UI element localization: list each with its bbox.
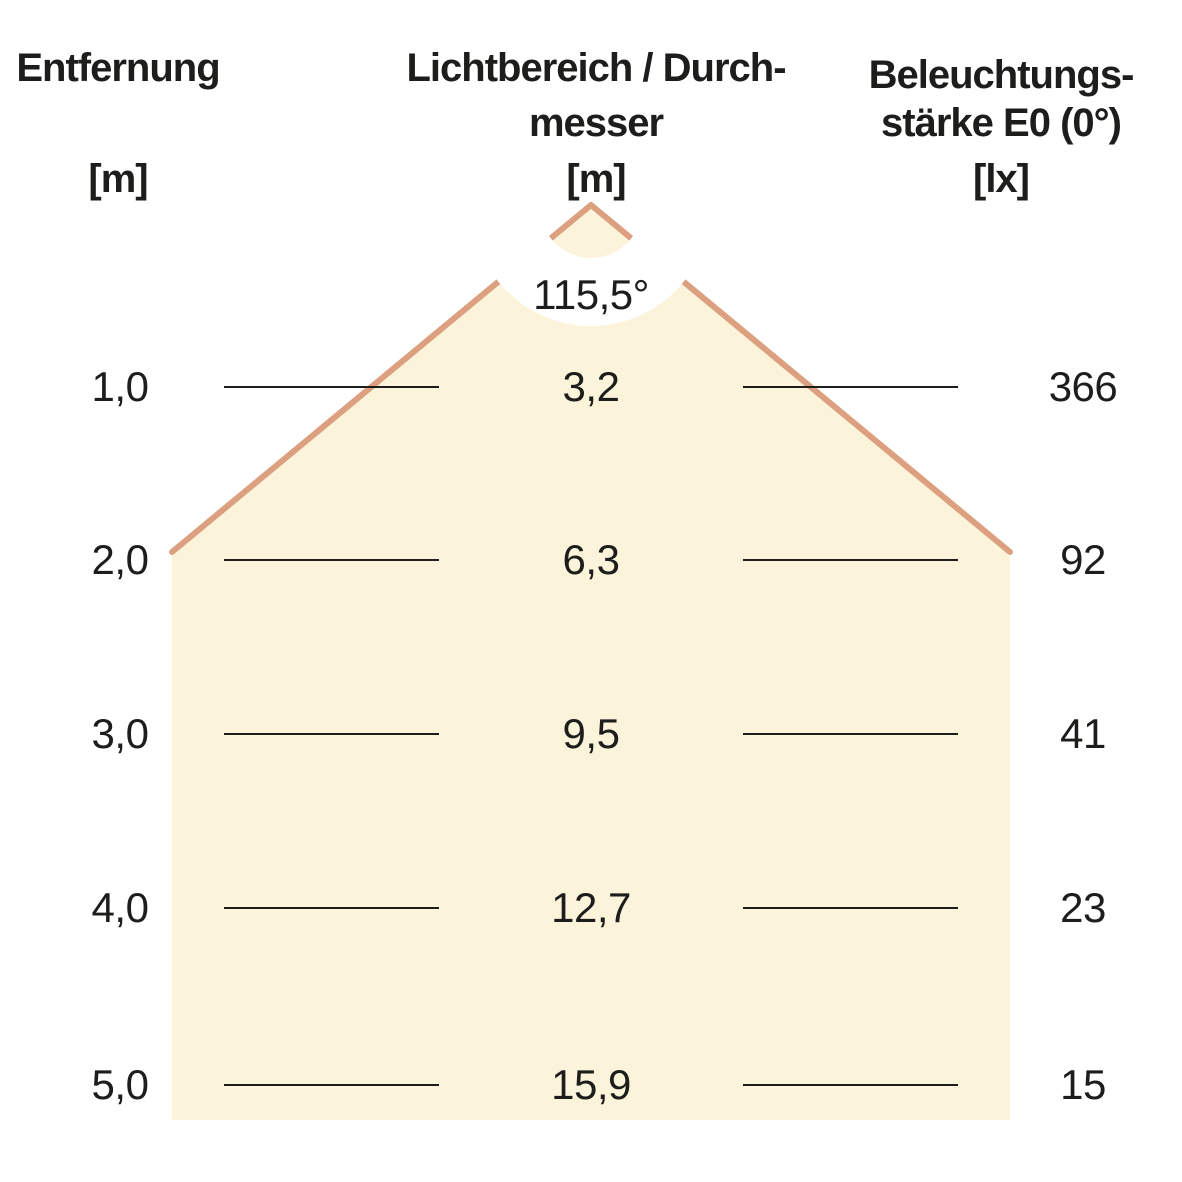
table-row: 5,0 15,9 15 — [0, 1055, 1182, 1115]
beam-angle-label: 115,5° — [533, 271, 649, 318]
row-separator-line — [224, 1084, 439, 1086]
table-row: 4,0 12,7 23 — [0, 878, 1182, 938]
row-separator-line — [743, 386, 958, 388]
distance-value: 4,0 — [91, 884, 149, 931]
diameter-value: 12,7 — [551, 884, 631, 931]
column-unit-diameter: [m] — [566, 157, 626, 201]
row-separator-line — [224, 386, 439, 388]
column-header-illuminance-line1: Beleuchtungs- — [868, 53, 1135, 97]
diameter-value: 3,2 — [562, 363, 620, 410]
table-row: 2,0 6,3 92 — [0, 530, 1182, 590]
row-separator-line — [743, 733, 958, 735]
column-header-distance: Entfernung — [16, 46, 220, 90]
column-header-illuminance-line2: stärke E0 (0°) — [881, 101, 1122, 145]
row-separator-line — [743, 559, 958, 561]
cone-fill-shape — [172, 205, 1010, 1120]
illuminance-value: 15 — [1060, 1061, 1106, 1108]
distance-value: 1,0 — [91, 363, 149, 410]
beam-angle-gap-ring — [472, 88, 710, 326]
row-separator-line — [743, 907, 958, 909]
column-header-diameter-line2: messer — [528, 101, 664, 145]
illuminance-value: 41 — [1060, 710, 1106, 757]
distance-value: 5,0 — [91, 1061, 149, 1108]
column-unit-illuminance: [lx] — [973, 157, 1030, 201]
table-row: 1,0 3,2 366 — [0, 357, 1182, 417]
illuminance-value: 23 — [1060, 884, 1106, 931]
illuminance-value: 366 — [1048, 363, 1118, 410]
row-separator-line — [224, 559, 439, 561]
table-row: 3,0 9,5 41 — [0, 704, 1182, 764]
row-separator-line — [743, 1084, 958, 1086]
row-separator-line — [224, 733, 439, 735]
illuminance-value: 92 — [1060, 536, 1106, 583]
diameter-value: 15,9 — [551, 1061, 631, 1108]
diameter-value: 9,5 — [562, 710, 620, 757]
distance-value: 3,0 — [91, 710, 149, 757]
distance-value: 2,0 — [91, 536, 149, 583]
diameter-value: 6,3 — [562, 536, 620, 583]
column-header-diameter-line1: Lichtbereich / Durch- — [406, 46, 786, 90]
row-separator-line — [224, 907, 439, 909]
column-unit-distance: [m] — [88, 157, 148, 201]
